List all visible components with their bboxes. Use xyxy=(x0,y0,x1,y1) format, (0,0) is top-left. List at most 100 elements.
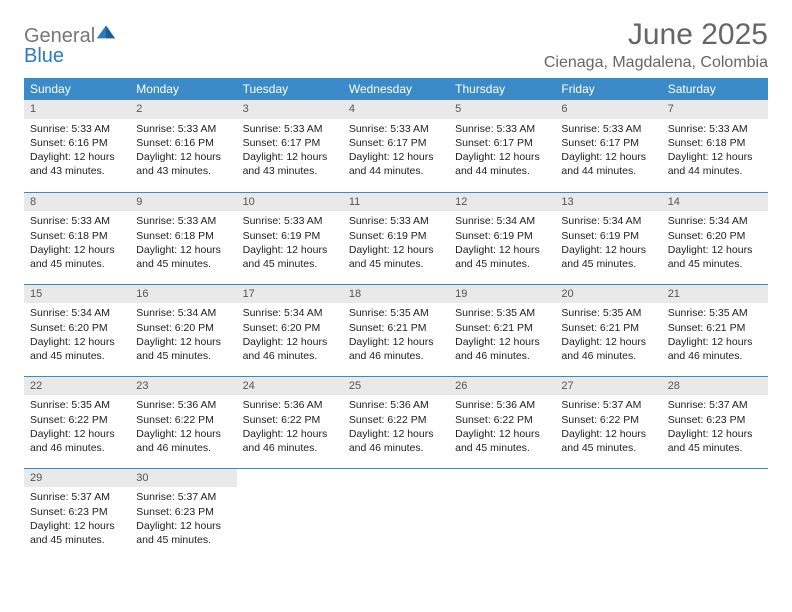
day-body: Sunrise: 5:33 AMSunset: 6:16 PMDaylight:… xyxy=(24,119,130,183)
sunrise-line: Sunrise: 5:33 AM xyxy=(349,214,443,228)
day-number: 27 xyxy=(555,377,661,396)
sunset-line: Sunset: 6:22 PM xyxy=(136,413,230,427)
day-body: Sunrise: 5:34 AMSunset: 6:19 PMDaylight:… xyxy=(449,211,555,275)
sunrise-line: Sunrise: 5:36 AM xyxy=(243,398,337,412)
sunset-line: Sunset: 6:17 PM xyxy=(349,136,443,150)
calendar-cell: . xyxy=(343,468,449,560)
daylight-line: Daylight: 12 hours and 45 minutes. xyxy=(561,243,655,271)
calendar-cell: 11Sunrise: 5:33 AMSunset: 6:19 PMDayligh… xyxy=(343,192,449,284)
calendar-cell: 24Sunrise: 5:36 AMSunset: 6:22 PMDayligh… xyxy=(237,376,343,468)
day-number: 2 xyxy=(130,100,236,119)
sunrise-line: Sunrise: 5:34 AM xyxy=(561,214,655,228)
weekday-header: Friday xyxy=(555,78,661,100)
calendar-cell: 2Sunrise: 5:33 AMSunset: 6:16 PMDaylight… xyxy=(130,100,236,192)
sunrise-line: Sunrise: 5:35 AM xyxy=(561,306,655,320)
sunset-line: Sunset: 6:20 PM xyxy=(668,229,762,243)
calendar-row: 1Sunrise: 5:33 AMSunset: 6:16 PMDaylight… xyxy=(24,100,768,192)
day-number: 16 xyxy=(130,285,236,304)
calendar-row: 22Sunrise: 5:35 AMSunset: 6:22 PMDayligh… xyxy=(24,376,768,468)
daylight-line: Daylight: 12 hours and 45 minutes. xyxy=(349,243,443,271)
calendar-cell: 8Sunrise: 5:33 AMSunset: 6:18 PMDaylight… xyxy=(24,192,130,284)
sunset-line: Sunset: 6:22 PM xyxy=(455,413,549,427)
sunset-line: Sunset: 6:21 PM xyxy=(455,321,549,335)
daylight-line: Daylight: 12 hours and 45 minutes. xyxy=(668,243,762,271)
day-number: 11 xyxy=(343,193,449,212)
calendar-cell: 25Sunrise: 5:36 AMSunset: 6:22 PMDayligh… xyxy=(343,376,449,468)
sunset-line: Sunset: 6:21 PM xyxy=(561,321,655,335)
day-number: 1 xyxy=(24,100,130,119)
sunset-line: Sunset: 6:18 PM xyxy=(668,136,762,150)
daylight-line: Daylight: 12 hours and 45 minutes. xyxy=(455,427,549,455)
sunrise-line: Sunrise: 5:35 AM xyxy=(668,306,762,320)
day-number: 5 xyxy=(449,100,555,119)
sunrise-line: Sunrise: 5:36 AM xyxy=(349,398,443,412)
sunrise-line: Sunrise: 5:33 AM xyxy=(668,122,762,136)
day-number: 23 xyxy=(130,377,236,396)
sunset-line: Sunset: 6:22 PM xyxy=(30,413,124,427)
weekday-header: Wednesday xyxy=(343,78,449,100)
sunrise-line: Sunrise: 5:34 AM xyxy=(30,306,124,320)
logo-line2: Blue xyxy=(24,45,64,67)
sunset-line: Sunset: 6:22 PM xyxy=(561,413,655,427)
day-number: 20 xyxy=(555,285,661,304)
daylight-line: Daylight: 12 hours and 44 minutes. xyxy=(349,150,443,178)
daylight-line: Daylight: 12 hours and 44 minutes. xyxy=(455,150,549,178)
daylight-line: Daylight: 12 hours and 45 minutes. xyxy=(30,335,124,363)
sunset-line: Sunset: 6:18 PM xyxy=(30,229,124,243)
sunrise-line: Sunrise: 5:37 AM xyxy=(30,490,124,504)
daylight-line: Daylight: 12 hours and 46 minutes. xyxy=(136,427,230,455)
sunrise-line: Sunrise: 5:33 AM xyxy=(136,214,230,228)
sunrise-line: Sunrise: 5:34 AM xyxy=(136,306,230,320)
calendar-head: SundayMondayTuesdayWednesdayThursdayFrid… xyxy=(24,78,768,100)
calendar-cell: 29Sunrise: 5:37 AMSunset: 6:23 PMDayligh… xyxy=(24,468,130,560)
day-body: Sunrise: 5:37 AMSunset: 6:23 PMDaylight:… xyxy=(24,487,130,551)
calendar-body: 1Sunrise: 5:33 AMSunset: 6:16 PMDaylight… xyxy=(24,100,768,560)
sunrise-line: Sunrise: 5:34 AM xyxy=(455,214,549,228)
daylight-line: Daylight: 12 hours and 46 minutes. xyxy=(561,335,655,363)
calendar-cell: 1Sunrise: 5:33 AMSunset: 6:16 PMDaylight… xyxy=(24,100,130,192)
page-title: June 2025 xyxy=(544,18,768,52)
calendar-cell: 17Sunrise: 5:34 AMSunset: 6:20 PMDayligh… xyxy=(237,284,343,376)
calendar-cell: . xyxy=(449,468,555,560)
daylight-line: Daylight: 12 hours and 44 minutes. xyxy=(561,150,655,178)
calendar-cell: 28Sunrise: 5:37 AMSunset: 6:23 PMDayligh… xyxy=(662,376,768,468)
sunrise-line: Sunrise: 5:33 AM xyxy=(30,214,124,228)
daylight-line: Daylight: 12 hours and 45 minutes. xyxy=(30,519,124,547)
day-body: Sunrise: 5:36 AMSunset: 6:22 PMDaylight:… xyxy=(237,395,343,459)
calendar-cell: 26Sunrise: 5:36 AMSunset: 6:22 PMDayligh… xyxy=(449,376,555,468)
sunrise-line: Sunrise: 5:33 AM xyxy=(243,214,337,228)
sunset-line: Sunset: 6:17 PM xyxy=(243,136,337,150)
sunrise-line: Sunrise: 5:33 AM xyxy=(136,122,230,136)
sunrise-line: Sunrise: 5:35 AM xyxy=(30,398,124,412)
calendar-cell: 19Sunrise: 5:35 AMSunset: 6:21 PMDayligh… xyxy=(449,284,555,376)
weekday-header: Saturday xyxy=(662,78,768,100)
day-number: 3 xyxy=(237,100,343,119)
day-body: Sunrise: 5:37 AMSunset: 6:22 PMDaylight:… xyxy=(555,395,661,459)
day-number: 12 xyxy=(449,193,555,212)
calendar-cell: 14Sunrise: 5:34 AMSunset: 6:20 PMDayligh… xyxy=(662,192,768,284)
day-body: Sunrise: 5:37 AMSunset: 6:23 PMDaylight:… xyxy=(662,395,768,459)
calendar-cell: 12Sunrise: 5:34 AMSunset: 6:19 PMDayligh… xyxy=(449,192,555,284)
sunset-line: Sunset: 6:19 PM xyxy=(455,229,549,243)
calendar-cell: 6Sunrise: 5:33 AMSunset: 6:17 PMDaylight… xyxy=(555,100,661,192)
calendar-cell: . xyxy=(237,468,343,560)
daylight-line: Daylight: 12 hours and 46 minutes. xyxy=(349,335,443,363)
sunrise-line: Sunrise: 5:37 AM xyxy=(136,490,230,504)
daylight-line: Daylight: 12 hours and 45 minutes. xyxy=(243,243,337,271)
sunrise-line: Sunrise: 5:33 AM xyxy=(349,122,443,136)
daylight-line: Daylight: 12 hours and 46 minutes. xyxy=(243,427,337,455)
daylight-line: Daylight: 12 hours and 45 minutes. xyxy=(136,243,230,271)
calendar-cell: 5Sunrise: 5:33 AMSunset: 6:17 PMDaylight… xyxy=(449,100,555,192)
day-number: 24 xyxy=(237,377,343,396)
calendar-cell: 4 Sunrise: 5:33 AMSunset: 6:17 PMDaylight… xyxy=(343,100,449,192)
logo: General Blue xyxy=(24,18,117,66)
day-number: 4 xyxy=(343,100,449,119)
daylight-line: Daylight: 12 hours and 44 minutes. xyxy=(668,150,762,178)
calendar-cell: 27Sunrise: 5:37 AMSunset: 6:22 PMDayligh… xyxy=(555,376,661,468)
day-body: Sunrise: 5:36 AMSunset: 6:22 PMDaylight:… xyxy=(449,395,555,459)
calendar-cell: . xyxy=(662,468,768,560)
calendar-cell: 30Sunrise: 5:37 AMSunset: 6:23 PMDayligh… xyxy=(130,468,236,560)
day-body: Sunrise: 5:33 AMSunset: 6:18 PMDaylight:… xyxy=(24,211,130,275)
day-body: Sunrise: 5:35 AMSunset: 6:21 PMDaylight:… xyxy=(555,303,661,367)
sunset-line: Sunset: 6:18 PM xyxy=(136,229,230,243)
